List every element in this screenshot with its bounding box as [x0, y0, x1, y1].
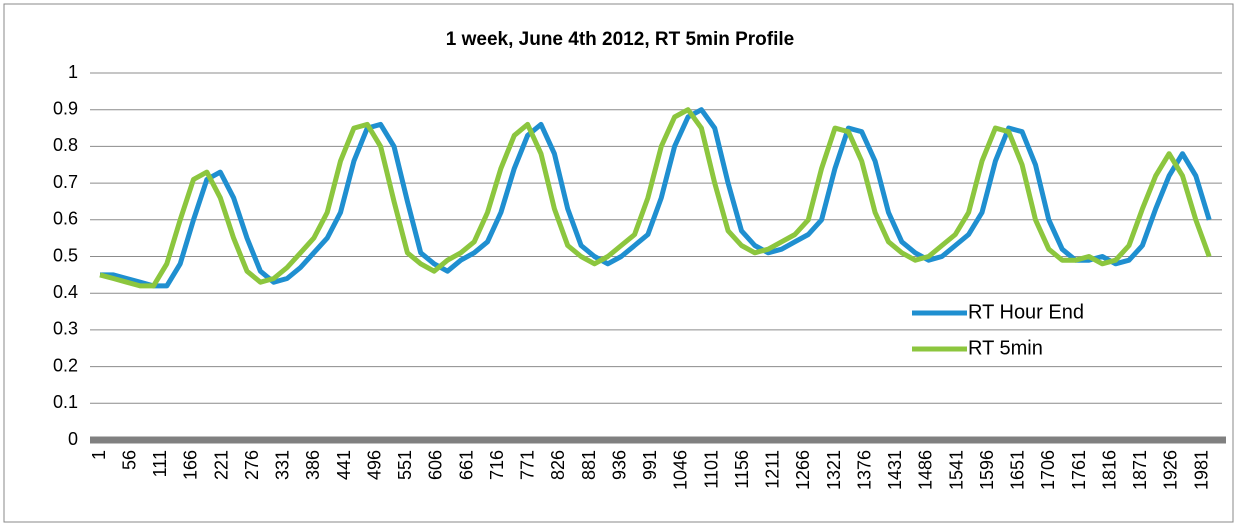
y-tick-label: 0.5	[53, 245, 78, 265]
x-tick-label: 1101	[701, 450, 721, 489]
y-tick-label: 0.6	[53, 209, 78, 229]
y-tick-label: 0.1	[53, 392, 78, 412]
x-tick-label: 936	[609, 450, 629, 480]
x-tick-label: 496	[364, 450, 384, 480]
x-tick-label: 1761	[1069, 450, 1089, 490]
x-tick-label: 1156	[732, 450, 752, 489]
x-tick-label: 1046	[671, 450, 691, 490]
legend-label: RT Hour End	[968, 301, 1084, 323]
x-tick-label: 1981	[1191, 450, 1211, 490]
x-tick-label: 1596	[977, 450, 997, 490]
x-tick-label: 56	[119, 450, 139, 470]
x-tick-label: 1486	[916, 450, 936, 490]
x-tick-label: 1541	[946, 450, 966, 490]
x-tick-label: 1211	[763, 450, 783, 489]
chart-border	[3, 3, 1234, 523]
x-tick-label: 1871	[1130, 450, 1150, 490]
series-line	[100, 107, 1212, 289]
x-tick-label: 1376	[854, 450, 874, 490]
x-tick-label: 166	[181, 450, 201, 480]
legend-label: RT 5min	[968, 337, 1043, 359]
x-tick-label: 1926	[1161, 450, 1181, 490]
x-tick-label: 606	[426, 450, 446, 480]
y-tick-label: 0.3	[53, 319, 78, 339]
x-tick-label: 111	[150, 450, 170, 477]
x-tick-label: 1816	[1099, 450, 1119, 490]
y-tick-label: 0.8	[53, 135, 78, 155]
x-tick-label: 221	[211, 450, 231, 480]
x-tick-label: 716	[487, 450, 507, 480]
y-tick-label: 0.2	[53, 355, 78, 375]
x-tick-label: 276	[242, 450, 262, 480]
x-tick-label: 1651	[1008, 450, 1028, 490]
y-tick-label: 0.4	[53, 282, 78, 302]
x-tick-label: 441	[334, 450, 354, 480]
y-tick-label: 1	[68, 62, 78, 82]
y-tick-label: 0.7	[53, 172, 78, 192]
x-tick-label: 1431	[885, 450, 905, 490]
y-tick-label: 0.9	[53, 98, 78, 118]
x-tick-label: 1321	[824, 450, 844, 490]
chart-title: 1 week, June 4th 2012, RT 5min Profile	[446, 29, 794, 50]
x-tick-label: 1	[89, 450, 109, 460]
x-tick-label: 881	[579, 450, 599, 480]
x-tick-label: 331	[273, 450, 293, 480]
x-tick-label: 386	[303, 450, 323, 480]
x-tick-label: 1266	[793, 450, 813, 490]
series-line	[99, 107, 1212, 289]
x-tick-label: 991	[640, 450, 660, 480]
x-tick-label: 661	[456, 450, 476, 480]
x-tick-label: 826	[548, 450, 568, 480]
x-tick-label: 771	[518, 450, 538, 480]
x-tick-label: 551	[395, 450, 415, 480]
y-tick-label: 0	[68, 429, 78, 449]
x-tick-label: 1706	[1038, 450, 1058, 490]
